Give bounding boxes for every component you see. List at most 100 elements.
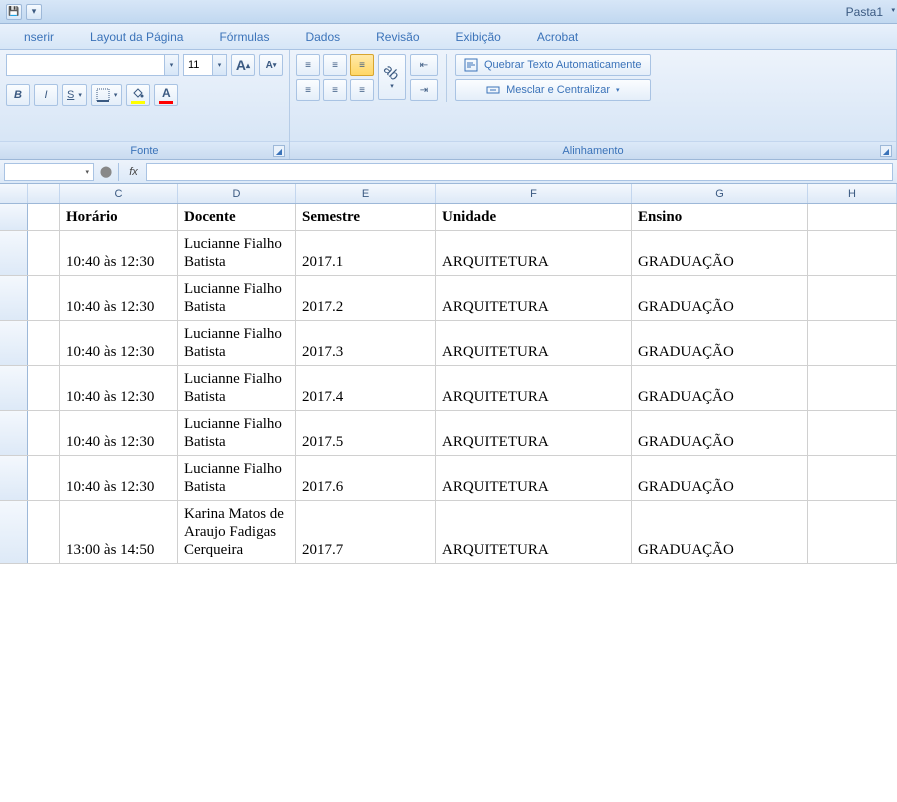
italic-button[interactable]: I — [34, 84, 58, 106]
col-header-G[interactable]: G — [632, 184, 808, 203]
cell[interactable]: 10:40 às 12:30 — [60, 366, 178, 410]
align-bottom-button[interactable]: ≡ — [350, 54, 374, 76]
cell[interactable] — [808, 321, 897, 365]
row-header[interactable] — [0, 276, 28, 320]
increase-indent-button[interactable]: ⇥ — [410, 79, 438, 101]
row-header[interactable] — [0, 456, 28, 500]
cell[interactable]: GRADUAÇÃO — [632, 411, 808, 455]
cell[interactable]: Lucianne Fialho Batista — [178, 366, 296, 410]
cell[interactable]: ARQUITETURA — [436, 276, 632, 320]
cell[interactable]: ARQUITETURA — [436, 411, 632, 455]
row-header[interactable] — [0, 204, 28, 230]
cell[interactable]: 2017.4 — [296, 366, 436, 410]
cell[interactable]: ARQUITETURA — [436, 231, 632, 275]
underline-button[interactable]: S▾ — [62, 84, 87, 106]
cell[interactable]: Docente — [178, 204, 296, 230]
cell[interactable]: 13:00 às 14:50 — [60, 501, 178, 563]
alignment-launcher[interactable]: ◢ — [880, 145, 892, 157]
cell[interactable]: 2017.1 — [296, 231, 436, 275]
cell[interactable] — [808, 204, 897, 230]
font-name-combo[interactable]: ▾ — [6, 54, 179, 76]
cell[interactable]: Horário — [60, 204, 178, 230]
cell[interactable]: ARQUITETURA — [436, 456, 632, 500]
qat-save-icon[interactable]: 💾 — [6, 4, 22, 20]
cell[interactable] — [28, 456, 60, 500]
cell[interactable]: ARQUITETURA — [436, 501, 632, 563]
cell[interactable]: GRADUAÇÃO — [632, 231, 808, 275]
row-header[interactable] — [0, 231, 28, 275]
align-middle-button[interactable]: ≡ — [323, 54, 347, 76]
align-right-button[interactable]: ≡ — [350, 79, 374, 101]
grow-font-button[interactable]: A▴ — [231, 54, 255, 76]
align-top-button[interactable]: ≡ — [296, 54, 320, 76]
col-header-blank[interactable] — [28, 184, 60, 203]
cell[interactable]: 2017.3 — [296, 321, 436, 365]
cell[interactable]: 10:40 às 12:30 — [60, 321, 178, 365]
cell[interactable] — [28, 204, 60, 230]
cell[interactable]: 10:40 às 12:30 — [60, 231, 178, 275]
cell[interactable]: GRADUAÇÃO — [632, 276, 808, 320]
col-header-D[interactable]: D — [178, 184, 296, 203]
cell[interactable]: Karina Matos de Araujo Fadigas Cerqueira — [178, 501, 296, 563]
cell[interactable]: Lucianne Fialho Batista — [178, 321, 296, 365]
row-header[interactable] — [0, 366, 28, 410]
orientation-button[interactable]: ab ▾ — [378, 54, 406, 100]
select-all-corner[interactable] — [0, 184, 28, 203]
tab-exibicao[interactable]: Exibição — [438, 26, 519, 49]
cell[interactable]: 10:40 às 12:30 — [60, 411, 178, 455]
tab-dados[interactable]: Dados — [287, 26, 358, 49]
namebox-expand[interactable]: ⬤ — [98, 163, 114, 181]
cell[interactable]: GRADUAÇÃO — [632, 456, 808, 500]
fx-button[interactable]: fx — [118, 163, 142, 181]
shrink-font-button[interactable]: A▾ — [259, 54, 283, 76]
cell[interactable]: 2017.2 — [296, 276, 436, 320]
cell[interactable] — [808, 501, 897, 563]
cell[interactable]: 2017.7 — [296, 501, 436, 563]
cell[interactable] — [28, 276, 60, 320]
name-box[interactable]: ▾ — [4, 163, 94, 181]
cell[interactable]: Lucianne Fialho Batista — [178, 411, 296, 455]
cell[interactable]: GRADUAÇÃO — [632, 366, 808, 410]
row-header[interactable] — [0, 411, 28, 455]
cell[interactable]: Ensino — [632, 204, 808, 230]
row-header[interactable] — [0, 501, 28, 563]
cell[interactable]: 10:40 às 12:30 — [60, 276, 178, 320]
decrease-indent-button[interactable]: ⇤ — [410, 54, 438, 76]
cell[interactable]: Lucianne Fialho Batista — [178, 456, 296, 500]
cell[interactable] — [808, 456, 897, 500]
col-header-C[interactable]: C — [60, 184, 178, 203]
tab-formulas[interactable]: Fórmulas — [201, 26, 287, 49]
cell[interactable]: ARQUITETURA — [436, 321, 632, 365]
cell[interactable] — [28, 366, 60, 410]
align-center-button[interactable]: ≡ — [323, 79, 347, 101]
cell[interactable]: Lucianne Fialho Batista — [178, 276, 296, 320]
font-size-combo[interactable]: 11 ▾ — [183, 54, 227, 76]
col-header-H[interactable]: H — [808, 184, 897, 203]
align-left-button[interactable]: ≡ — [296, 79, 320, 101]
wrap-text-button[interactable]: Quebrar Texto Automaticamente — [455, 54, 651, 76]
cell[interactable] — [28, 321, 60, 365]
cell[interactable]: ARQUITETURA — [436, 366, 632, 410]
borders-button[interactable]: ▾ — [91, 84, 123, 106]
tab-acrobat[interactable]: Acrobat — [519, 26, 596, 49]
cell[interactable] — [28, 411, 60, 455]
cell[interactable]: GRADUAÇÃO — [632, 501, 808, 563]
cell[interactable]: Semestre — [296, 204, 436, 230]
row-header[interactable] — [0, 321, 28, 365]
cell[interactable]: GRADUAÇÃO — [632, 321, 808, 365]
qat-dropdown[interactable]: ▾ — [26, 4, 42, 20]
cell[interactable]: 2017.6 — [296, 456, 436, 500]
bold-button[interactable]: B — [6, 84, 30, 106]
cell[interactable] — [28, 231, 60, 275]
cell[interactable]: 10:40 às 12:30 — [60, 456, 178, 500]
cell[interactable] — [808, 231, 897, 275]
formula-input[interactable] — [146, 163, 893, 181]
cell[interactable]: Unidade — [436, 204, 632, 230]
cell[interactable]: Lucianne Fialho Batista — [178, 231, 296, 275]
cell[interactable] — [808, 366, 897, 410]
merge-center-button[interactable]: Mesclar e Centralizar ▾ — [455, 79, 651, 101]
font-color-button[interactable]: A ▾ — [154, 84, 178, 106]
tab-revisao[interactable]: Revisão — [358, 26, 437, 49]
cell[interactable] — [28, 501, 60, 563]
tab-layout[interactable]: Layout da Página — [72, 26, 201, 49]
